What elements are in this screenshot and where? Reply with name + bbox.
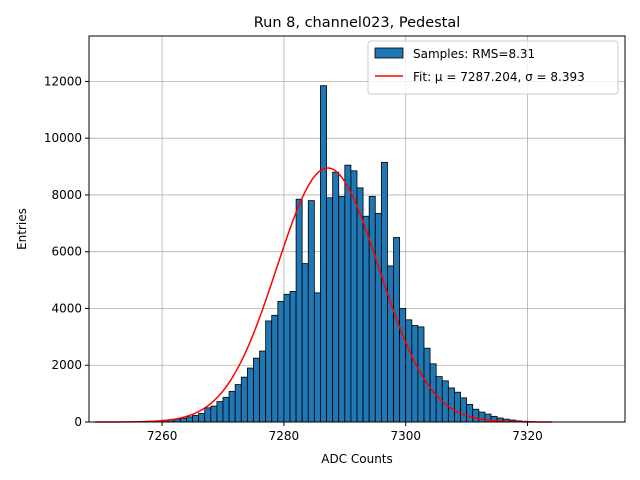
- y-tick-label-6: 12000: [44, 74, 82, 88]
- histogram-bar: [374, 212, 382, 423]
- histogram-bar: [423, 347, 431, 423]
- y-tick-label-4: 8000: [51, 188, 82, 202]
- histogram-bar: [228, 390, 236, 423]
- histogram-bar: [478, 411, 486, 423]
- y-tick-label-5: 10000: [44, 131, 82, 145]
- y-axis-ticks: 0 2000 4000 6000 8000 10000 12000: [44, 74, 89, 429]
- x-axis-label: ADC Counts: [321, 452, 393, 466]
- histogram-bar: [387, 265, 394, 423]
- histogram-bar: [192, 415, 200, 423]
- histogram-bar: [240, 376, 248, 423]
- histogram-bar: [271, 314, 279, 423]
- histogram-bar: [460, 397, 468, 423]
- histogram-bar: [320, 85, 327, 423]
- y-tick-label-1: 2000: [51, 358, 82, 372]
- histogram-bar: [265, 320, 273, 423]
- y-tick-label-2: 4000: [51, 301, 82, 315]
- x-tick-label-0: 7260: [147, 429, 178, 443]
- histogram-bars: [131, 85, 535, 423]
- histogram-bar: [295, 198, 303, 423]
- histogram-bar: [216, 401, 224, 423]
- legend-label-fit: Fit: μ = 7287.204, σ = 8.393: [413, 70, 585, 84]
- plot-frame: [88, 35, 626, 423]
- x-tick-label-1: 7280: [269, 429, 300, 443]
- histogram-bar: [326, 197, 334, 423]
- histogram-bar: [277, 300, 285, 423]
- histogram-bar: [186, 416, 193, 423]
- x-tick-label-2: 7300: [390, 429, 421, 443]
- histogram-bar: [338, 195, 346, 423]
- x-tick-label-3: 7320: [512, 429, 543, 443]
- histogram-bar: [210, 405, 218, 423]
- histogram-bar: [301, 263, 309, 423]
- histogram-bar: [259, 350, 267, 423]
- histogram-bar: [344, 164, 352, 423]
- y-axis-label: Entries: [15, 208, 29, 250]
- histogram-bar: [447, 387, 455, 423]
- histogram-bar: [350, 170, 358, 423]
- histogram-bar: [356, 187, 364, 423]
- y-tick-label-0: 0: [74, 415, 82, 429]
- legend-swatch-samples: [374, 47, 404, 59]
- histogram-bar: [253, 357, 260, 423]
- x-axis-ticks: 7260 7280 7300 7320: [147, 422, 543, 443]
- histogram-bar: [368, 195, 376, 423]
- histogram-bar: [332, 171, 340, 423]
- histogram-bar: [283, 293, 291, 423]
- histogram-bar: [246, 367, 254, 423]
- legend-box: [367, 40, 619, 95]
- histogram-bar: [198, 413, 206, 423]
- histogram-bar: [472, 408, 480, 423]
- histogram-bar: [411, 325, 419, 423]
- chart-title: Run 8, channel023, Pedestal: [254, 15, 461, 31]
- histogram-bar: [234, 384, 242, 423]
- histogram-bar: [405, 319, 413, 423]
- legend-label-samples: Samples: RMS=8.31: [413, 47, 535, 61]
- histogram-bar: [399, 308, 407, 423]
- histogram-bar: [204, 407, 212, 423]
- histogram-bar: [362, 215, 370, 423]
- y-tick-label-3: 6000: [51, 245, 82, 259]
- fit-curve: [95, 167, 552, 423]
- histogram-bar: [393, 237, 401, 423]
- histogram-bar: [307, 200, 315, 423]
- histogram-bar: [429, 363, 437, 423]
- histogram-bar: [179, 417, 187, 423]
- histogram-bar: [454, 391, 461, 423]
- histogram-bar: [466, 404, 474, 423]
- histogram-bar: [289, 291, 297, 423]
- histogram-bar: [313, 292, 321, 423]
- histogram-bar: [222, 396, 230, 423]
- legend: Samples: RMS=8.31 Fit: μ = 7287.204, σ =…: [367, 40, 619, 95]
